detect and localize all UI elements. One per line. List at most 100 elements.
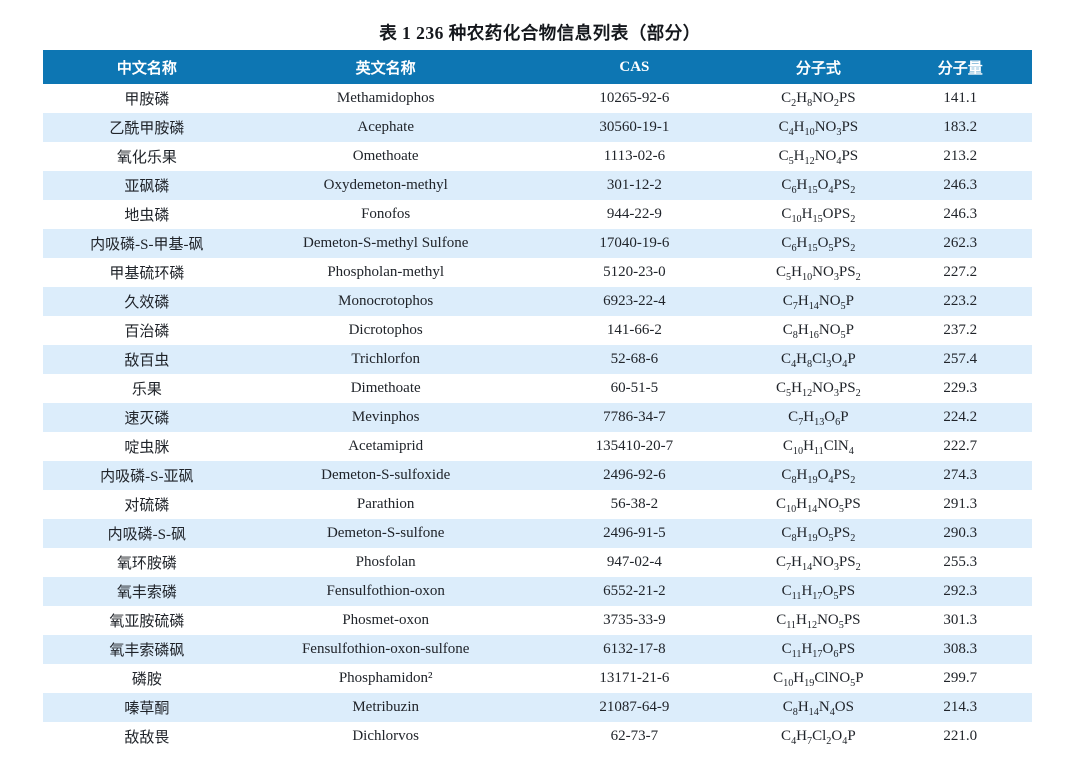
table-row: 地虫磷 Fonofos 944-22-9 C10H15OPS2 246.3 <box>43 200 1032 229</box>
english-name-cell: Mevinphos <box>351 409 420 425</box>
chinese-name-cell: 氧丰索磷砜 <box>109 643 185 659</box>
table-row: 嗪草酮 Metribuzin 21087-64-9 C8H14N4OS 214.3 <box>43 693 1032 722</box>
molecular-weight-cell: 246.3 <box>943 177 978 193</box>
chinese-name-cell: 地虫磷 <box>124 208 170 224</box>
table-row: 亚砜磷 Oxydemeton-methyl 301-12-2 C6H15O4PS2 24… <box>43 171 1032 200</box>
column-header-formula: 分子式 <box>748 50 889 84</box>
english-name-cell: Trichlorfon <box>351 351 420 367</box>
cas-cell: 135410-20-7 <box>595 438 674 454</box>
chinese-name-cell: 内吸磷-S-砜 <box>107 527 187 543</box>
molecular-weight-cell: 299.7 <box>943 670 978 686</box>
chinese-name-cell: 百治磷 <box>124 324 170 340</box>
formula-cell: C11H17O6PS <box>781 641 856 660</box>
chinese-name-cell: 乙酰甲胺磷 <box>109 121 185 137</box>
english-name-cell: Dichlorvos <box>352 728 420 744</box>
cas-cell: 30560-19-1 <box>599 119 670 135</box>
molecular-weight-cell: 223.2 <box>943 293 978 309</box>
chinese-name-cell: 久效磷 <box>124 295 170 311</box>
molecular-weight-cell: 255.3 <box>943 554 978 570</box>
chinese-name-cell: 敌百虫 <box>124 353 170 369</box>
english-name-cell: Fensulfothion-oxon-sulfone <box>301 641 470 657</box>
chinese-name-cell: 速灭磷 <box>124 411 170 427</box>
formula-cell: C7H14NO5P <box>782 293 854 312</box>
cas-cell: 62-73-7 <box>610 728 659 744</box>
english-name-cell: Metribuzin <box>352 699 419 715</box>
table-row: 氧丰索磷 Fensulfothion-oxon 6552-21-2 C11H17O5P… <box>43 577 1032 606</box>
cas-cell: 947-02-4 <box>606 554 662 570</box>
formula-cell: C5H12NO4PS <box>778 148 859 167</box>
formula-cell: C4H7Cl2O4P <box>781 728 856 747</box>
formula-cell: C6H15O4PS2 <box>781 177 856 196</box>
table-row: 内吸磷-S-甲基-砜 Demeton-S-methyl Sulfone 17040-… <box>43 229 1032 258</box>
english-name-cell: Phosfolan <box>355 554 416 570</box>
cas-cell: 2496-92-6 <box>603 467 666 483</box>
table-row: 乙酰甲胺磷 Acephate 30560-19-1 C4H10NO3PS 183.2 <box>43 113 1032 142</box>
table-body: 甲胺磷 Methamidophos 10265-92-6 C2H8NO2PS 141.1… <box>43 84 1032 751</box>
molecular-weight-cell: 141.1 <box>943 90 978 106</box>
cas-cell: 17040-19-6 <box>599 235 670 251</box>
formula-cell: C10H19ClNO5P <box>773 670 864 689</box>
cas-cell: 60-51-5 <box>610 380 659 396</box>
chinese-name-cell: 氧丰索磷 <box>116 585 177 601</box>
formula-cell: C5H10NO3PS2 <box>776 264 861 283</box>
chinese-name-cell: 磷胺 <box>131 672 162 688</box>
cas-cell: 6552-21-2 <box>603 583 666 599</box>
header-row: 中文名称 英文名称 CAS 分子式 分子量 <box>43 50 1032 84</box>
cas-cell: 7786-34-7 <box>603 409 666 425</box>
chinese-name-cell: 内吸磷-S-亚砜 <box>100 469 194 485</box>
formula-cell: C7H13O6P <box>788 409 849 428</box>
table-header: 中文名称 英文名称 CAS 分子式 分子量 <box>43 50 1032 84</box>
cas-cell: 944-22-9 <box>606 206 662 222</box>
cas-cell: 3735-33-9 <box>603 612 666 628</box>
cas-cell: 301-12-2 <box>606 177 662 193</box>
column-header-chinese-name: 中文名称 <box>43 50 251 84</box>
english-name-cell: Demeton-S-sulfoxide <box>321 467 451 483</box>
molecular-weight-cell: 183.2 <box>943 119 978 135</box>
cas-cell: 5120-23-0 <box>603 264 666 280</box>
formula-cell: C8H19O5PS2 <box>781 525 856 544</box>
formula-cell: C8H16NO5P <box>782 322 854 341</box>
cas-cell: 56-38-2 <box>610 496 659 512</box>
chinese-name-cell: 亚砜磷 <box>124 179 170 195</box>
english-name-cell: Acephate <box>357 119 414 135</box>
molecular-weight-cell: 222.7 <box>943 438 978 454</box>
english-name-cell: Phospholan-methyl <box>327 264 445 280</box>
formula-cell: C5H12NO3PS2 <box>776 380 861 399</box>
cas-cell: 10265-92-6 <box>599 90 670 106</box>
english-name-cell: Dimethoate <box>350 380 421 396</box>
molecular-weight-cell: 262.3 <box>943 235 978 251</box>
table-row: 氧环胺磷 Phosfolan 947-02-4 C7H14NO3PS2 255.3 <box>43 548 1032 577</box>
molecular-weight-cell: 301.3 <box>943 612 978 628</box>
english-name-cell: Fonofos <box>361 206 411 222</box>
cas-cell: 52-68-6 <box>610 351 659 367</box>
table-row: 甲胺磷 Methamidophos 10265-92-6 C2H8NO2PS 141.1 <box>43 84 1032 113</box>
table-row: 氧丰索磷砜 Fensulfothion-oxon-sulfone 6132-17-8… <box>43 635 1032 664</box>
table-row: 乐果 Dimethoate 60-51-5 C5H12NO3PS2 229.3 <box>43 374 1032 403</box>
english-name-cell: Methamidophos <box>336 90 435 106</box>
cas-cell: 2496-91-5 <box>603 525 666 541</box>
table-row: 敌百虫 Trichlorfon 52-68-6 C4H8Cl3O4P 257.4 <box>43 345 1032 374</box>
formula-cell: C8H14N4OS <box>782 699 854 718</box>
molecular-weight-cell: 214.3 <box>943 699 978 715</box>
molecular-weight-cell: 290.3 <box>943 525 978 541</box>
table-row: 速灭磷 Mevinphos 7786-34-7 C7H13O6P 224.2 <box>43 403 1032 432</box>
molecular-weight-cell: 291.3 <box>943 496 978 512</box>
english-name-cell: Fensulfothion-oxon <box>326 583 445 599</box>
formula-cell: C6H15O5PS2 <box>781 235 856 254</box>
cas-cell: 6923-22-4 <box>603 293 666 309</box>
chinese-name-cell: 氧环胺磷 <box>116 556 177 572</box>
molecular-weight-cell: 229.3 <box>943 380 978 396</box>
molecular-weight-cell: 227.2 <box>943 264 978 280</box>
column-header-cas: CAS <box>520 50 749 84</box>
cas-cell: 1113-02-6 <box>603 148 666 164</box>
table-row: 啶虫脒 Acetamiprid 135410-20-7 C10H11ClN4 222.7 <box>43 432 1032 461</box>
molecular-weight-cell: 221.0 <box>943 728 978 744</box>
cas-cell: 13171-21-6 <box>599 670 670 686</box>
formula-cell: C4H8Cl3O4P <box>781 351 856 370</box>
table-row: 敌敌畏 Dichlorvos 62-73-7 C4H7Cl2O4P 221.0 <box>43 722 1032 751</box>
molecular-weight-cell: 292.3 <box>943 583 978 599</box>
formula-cell: C8H19O4PS2 <box>781 467 856 486</box>
chinese-name-cell: 乐果 <box>131 382 162 398</box>
formula-cell: C11H17O5PS <box>781 583 856 602</box>
